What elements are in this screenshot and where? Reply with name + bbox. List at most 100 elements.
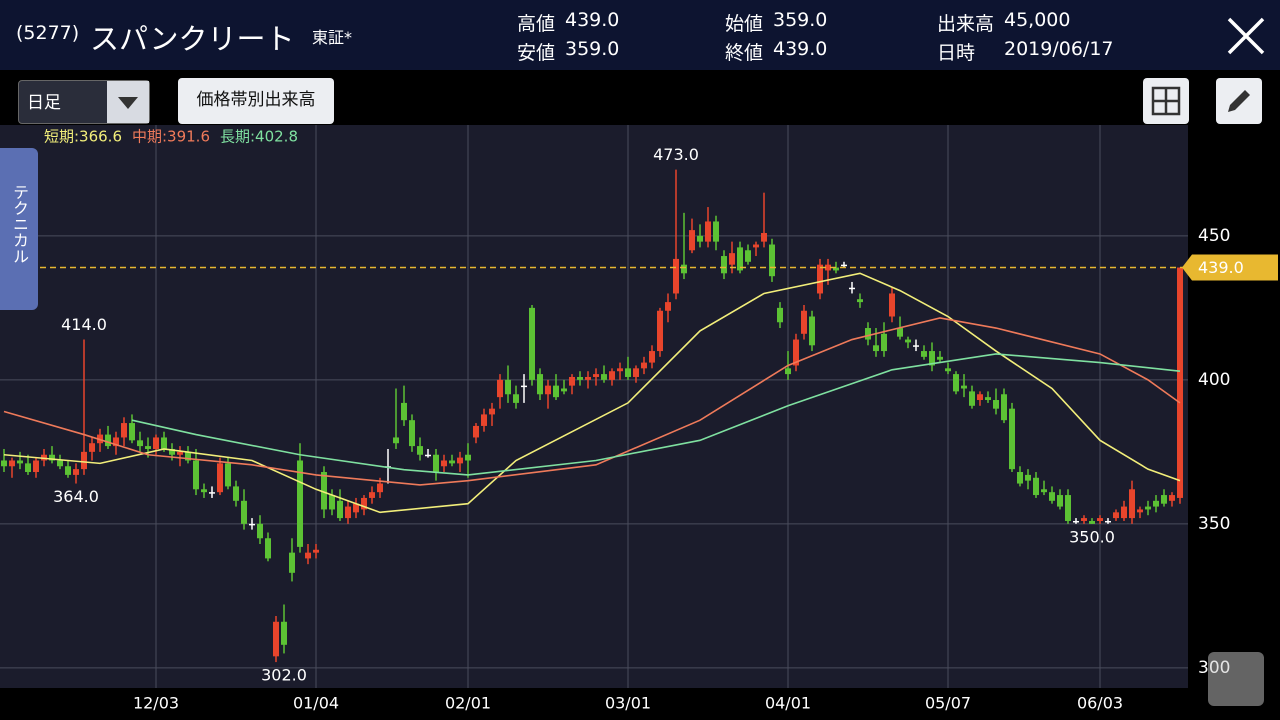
candle-body: [145, 446, 151, 449]
candle-body: [409, 420, 415, 447]
candle-body: [193, 460, 199, 490]
candle-body: [273, 621, 279, 657]
candle-body: [1017, 472, 1023, 484]
draw-button[interactable]: [1216, 78, 1262, 124]
candle-body: [329, 495, 335, 510]
candle-body: [1113, 512, 1119, 519]
y-tick-label: 350: [1198, 514, 1230, 534]
candle-body: [593, 374, 599, 377]
candle-body: [1137, 509, 1143, 513]
moving-average: [3, 317, 1181, 486]
candle-body: [489, 408, 495, 415]
candle-body: [521, 385, 527, 388]
x-tick-label: 03/01: [605, 694, 651, 713]
x-tick-label: 04/01: [765, 694, 811, 713]
candle-body: [945, 368, 951, 372]
candle-body: [185, 451, 191, 461]
candle-body: [473, 425, 479, 438]
candle-body: [953, 374, 959, 392]
layout-button[interactable]: [1143, 78, 1189, 124]
candle-body: [1153, 500, 1159, 507]
candle-body: [225, 463, 231, 487]
candle-body: [129, 423, 135, 441]
candle-body: [617, 368, 623, 372]
candle-body: [1169, 495, 1175, 501]
candle-body: [1, 460, 7, 467]
candle-body: [1105, 520, 1111, 523]
candle-body: [377, 483, 383, 493]
candle-body: [433, 454, 439, 473]
candle-body: [809, 316, 815, 346]
candle-body: [17, 460, 23, 464]
candle-body: [441, 460, 447, 467]
period-select[interactable]: 日足: [18, 80, 150, 124]
candle-body: [1065, 495, 1071, 521]
candle-body: [201, 489, 207, 493]
candle-body: [609, 371, 615, 380]
candle-body: [937, 356, 943, 360]
candle-body: [209, 492, 215, 494]
legend-entry: 中期:391.6: [132, 128, 210, 146]
candle-body: [513, 394, 519, 403]
value: 359.0: [565, 38, 620, 60]
share-button[interactable]: [1208, 652, 1264, 706]
label: 終値: [725, 42, 764, 64]
candle-body: [665, 302, 671, 311]
candle-body: [545, 385, 551, 395]
candle-body: [849, 287, 855, 290]
candle-body: [337, 500, 343, 519]
header: (5277) スパンクリート 東証* 高値 439.0 安値 359.0 始値 …: [0, 0, 1280, 70]
candle-body: [761, 232, 767, 242]
candle-body: [105, 434, 111, 447]
value: 439.0: [565, 9, 620, 31]
candle-body: [233, 486, 239, 501]
candle-body: [833, 267, 839, 271]
volume-profile-button[interactable]: 価格帯別出来高: [178, 78, 334, 124]
candle-body: [449, 460, 455, 464]
candle-body: [1161, 495, 1167, 504]
annotation: 302.0: [261, 666, 307, 685]
candle-body: [401, 402, 407, 421]
candle-body: [81, 451, 87, 470]
x-tick-label: 06/03: [1077, 694, 1123, 713]
candle-body: [729, 253, 735, 265]
candle-body: [737, 247, 743, 271]
candle-body: [705, 221, 711, 242]
candle-body: [481, 414, 487, 426]
candle-body: [465, 454, 471, 461]
label: 安値: [517, 42, 556, 64]
candle-body: [361, 497, 367, 510]
candle-body: [569, 376, 575, 386]
candle-body: [625, 368, 631, 377]
candle-body: [657, 310, 663, 352]
candle-body: [369, 492, 375, 498]
candle-body: [65, 466, 71, 475]
close-button[interactable]: [1226, 16, 1266, 56]
candle-body: [153, 437, 159, 449]
candle-body: [961, 385, 967, 389]
candle-body: [249, 523, 255, 526]
label: 日時: [937, 42, 976, 64]
candle-body: [497, 379, 503, 398]
candle-body: [345, 506, 351, 519]
candle-body: [9, 460, 15, 467]
candle-body: [577, 376, 583, 380]
candle-body: [241, 500, 247, 524]
candle-body: [753, 244, 759, 248]
candle-body: [641, 362, 647, 369]
candle-body: [897, 328, 903, 337]
candle-body: [689, 230, 695, 251]
technical-tab[interactable]: テクニカル: [0, 148, 38, 310]
candle-body: [785, 368, 791, 375]
candle-body: [825, 264, 831, 271]
candle-body: [1001, 394, 1007, 421]
candle-body: [297, 460, 303, 547]
candle-body: [169, 448, 175, 455]
legend-entry: 長期:402.8: [220, 128, 298, 146]
candle-body: [881, 333, 887, 352]
x-axis-bg: [0, 688, 1280, 720]
candle-body: [529, 307, 535, 380]
y-tick-label: 450: [1198, 226, 1230, 246]
candle-body: [393, 437, 399, 444]
candle-body: [905, 339, 911, 343]
